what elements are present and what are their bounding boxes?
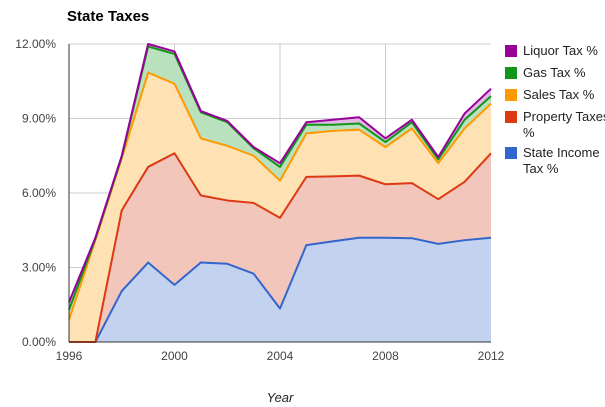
- legend-swatch: [505, 147, 517, 159]
- legend-label: Property Taxes %: [523, 109, 605, 140]
- area-property-taxes: [69, 153, 491, 342]
- area-sales-tax: [69, 72, 491, 342]
- line-property-taxes: [69, 152, 492, 343]
- legend-label: State Income Tax %: [523, 145, 600, 176]
- x-tick-label: 2000: [161, 349, 188, 363]
- y-tick-label: 6.00%: [22, 186, 56, 200]
- area-state-income-tax: [69, 237, 491, 342]
- x-axis-label: Year: [266, 390, 294, 405]
- legend-swatch: [505, 89, 517, 101]
- legend-swatch: [505, 67, 517, 79]
- y-tick-label: 9.00%: [22, 112, 56, 126]
- y-tick-label: 12.00%: [15, 37, 56, 51]
- y-tick-label: 3.00%: [22, 261, 56, 275]
- legend-swatch: [505, 111, 517, 123]
- legend-item[interactable]: State Income Tax %: [505, 145, 605, 177]
- legend-item[interactable]: Liquor Tax %: [505, 43, 605, 59]
- x-tick-label: 2004: [267, 349, 294, 363]
- x-tick-label: 1996: [56, 349, 83, 363]
- y-tick-label: 0.00%: [22, 335, 56, 349]
- chart-title: State Taxes: [67, 8, 150, 25]
- legend-item[interactable]: Gas Tax %: [505, 65, 605, 81]
- line-sales-tax: [68, 71, 492, 320]
- legend-item[interactable]: Property Taxes %: [505, 109, 605, 141]
- legend-label: Gas Tax %: [523, 65, 586, 80]
- legend-label: Liquor Tax %: [523, 43, 598, 58]
- line-liquor-tax: [68, 43, 492, 303]
- x-tick-label: 2008: [372, 349, 399, 363]
- line-state-income-tax: [69, 236, 492, 343]
- legend-swatch: [505, 45, 517, 57]
- x-tick-label: 2012: [478, 349, 505, 363]
- legend-label: Sales Tax %: [523, 87, 595, 102]
- legend-item[interactable]: Sales Tax %: [505, 87, 605, 103]
